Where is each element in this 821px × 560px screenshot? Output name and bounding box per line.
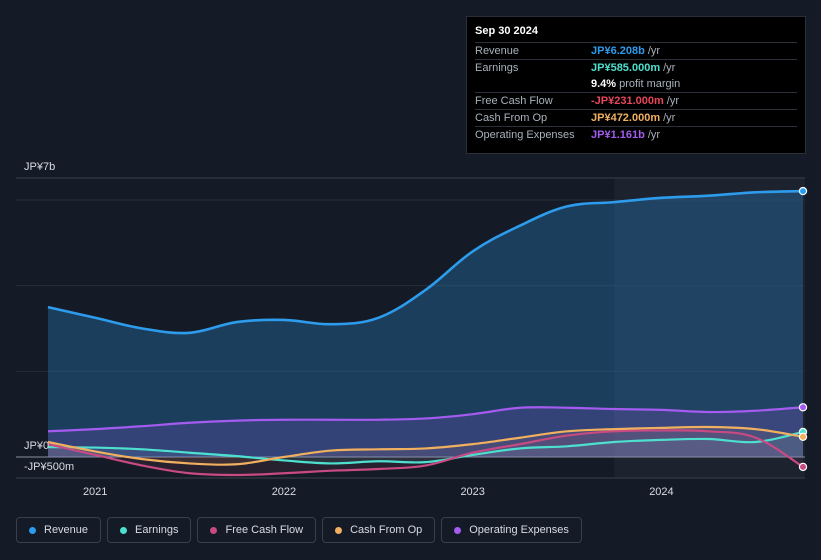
area-revenue [48,191,803,457]
legend-label: Operating Expenses [469,524,569,536]
legend-item-free-cash-flow[interactable]: Free Cash Flow [197,517,317,543]
x-tick-label: 2022 [272,486,296,498]
endpoint-operating-expenses [798,403,808,412]
series-line-cash-from-op [47,425,804,466]
tooltip-row-unit: /yr [663,62,676,74]
tooltip-row-label: Operating Expenses [475,129,575,141]
legend-item-cash-from-op[interactable]: Cash From Op [322,517,436,543]
x-tick-label: 2024 [649,486,673,498]
tooltip-row-label: Cash From Op [475,112,548,124]
tooltip-row-unit: /yr [666,95,680,107]
area-cash-from-op [48,426,803,465]
legend-label: Cash From Op [350,524,423,536]
tooltip-row-unit: profit margin [619,78,681,90]
y-axis-label: JP¥7b [24,161,55,173]
series-line-revenue [47,189,804,335]
legend-label: Free Cash Flow [225,524,304,536]
tooltip-row-value: JP¥1.161b [591,129,645,141]
endpoint-free-cash-flow [798,462,808,472]
legend-item-earnings[interactable]: Earnings [107,517,192,543]
legend-item-operating-expenses[interactable]: Operating Expenses [441,517,582,543]
tooltip-row: Free Cash Flow -JP¥231.000m/yr [475,92,797,109]
tooltip-row: Operating Expenses JP¥1.161b/yr [475,126,797,143]
series-line-free-cash-flow [47,429,804,477]
legend-dot-icon [120,526,128,534]
series-line-operating-expenses [47,406,804,433]
tooltip-row-label: Earnings [475,62,519,74]
series-line-earnings [47,430,804,465]
tooltip-row: Revenue JP¥6.208b/yr [475,42,797,59]
legend-dot-icon [29,526,36,534]
tooltip-row-unit: /yr [647,129,661,141]
x-tick-label: 2023 [460,486,484,498]
legend-dot-icon [210,526,218,534]
legend: Revenue Earnings Free Cash Flow Cash From O… [16,517,582,543]
tooltip-row-value: JP¥472.000m [591,112,661,124]
y-axis-label: JP¥0 [24,440,49,452]
tooltip-row: 9.4% profit margin [475,76,797,92]
chart: JP¥7b JP¥0 -JP¥500m 2021 2022 2023 2024 [16,161,808,498]
tooltip-date: Sep 30 2024 [475,25,538,37]
tooltip-row: Cash From Op JP¥472.000m/yr [475,109,797,126]
tooltip-row-unit: /yr [647,45,661,57]
legend-dot-icon [454,526,462,534]
legend-item-revenue[interactable]: Revenue [16,517,102,543]
tooltip-row-value: JP¥6.208b [591,45,645,57]
legend-label: Revenue [44,524,89,536]
tooltip-row-unit: /yr [663,112,676,124]
endpoint-cash-from-op [798,432,808,441]
tooltip-row-label: Free Cash Flow [475,95,553,107]
legend-label: Earnings [135,524,179,536]
tooltip: Sep 30 2024 Revenue JP¥6.208b/yr Earnings J… [466,16,806,154]
area-earnings [48,431,803,464]
area-operating-expenses [48,407,803,457]
tooltip-row-value: 9.4% [591,78,617,90]
x-tick-label: 2021 [83,486,107,498]
tooltip-row: Earnings JP¥585.000m/yr [475,59,797,76]
tooltip-row-value: JP¥585.000m [591,62,661,74]
tooltip-row-label: Revenue [475,45,520,57]
tooltip-row-value: -JP¥231.000m [591,95,664,107]
y-axis-label: -JP¥500m [24,461,74,473]
endpoint-revenue [798,186,808,196]
legend-dot-icon [335,526,343,534]
